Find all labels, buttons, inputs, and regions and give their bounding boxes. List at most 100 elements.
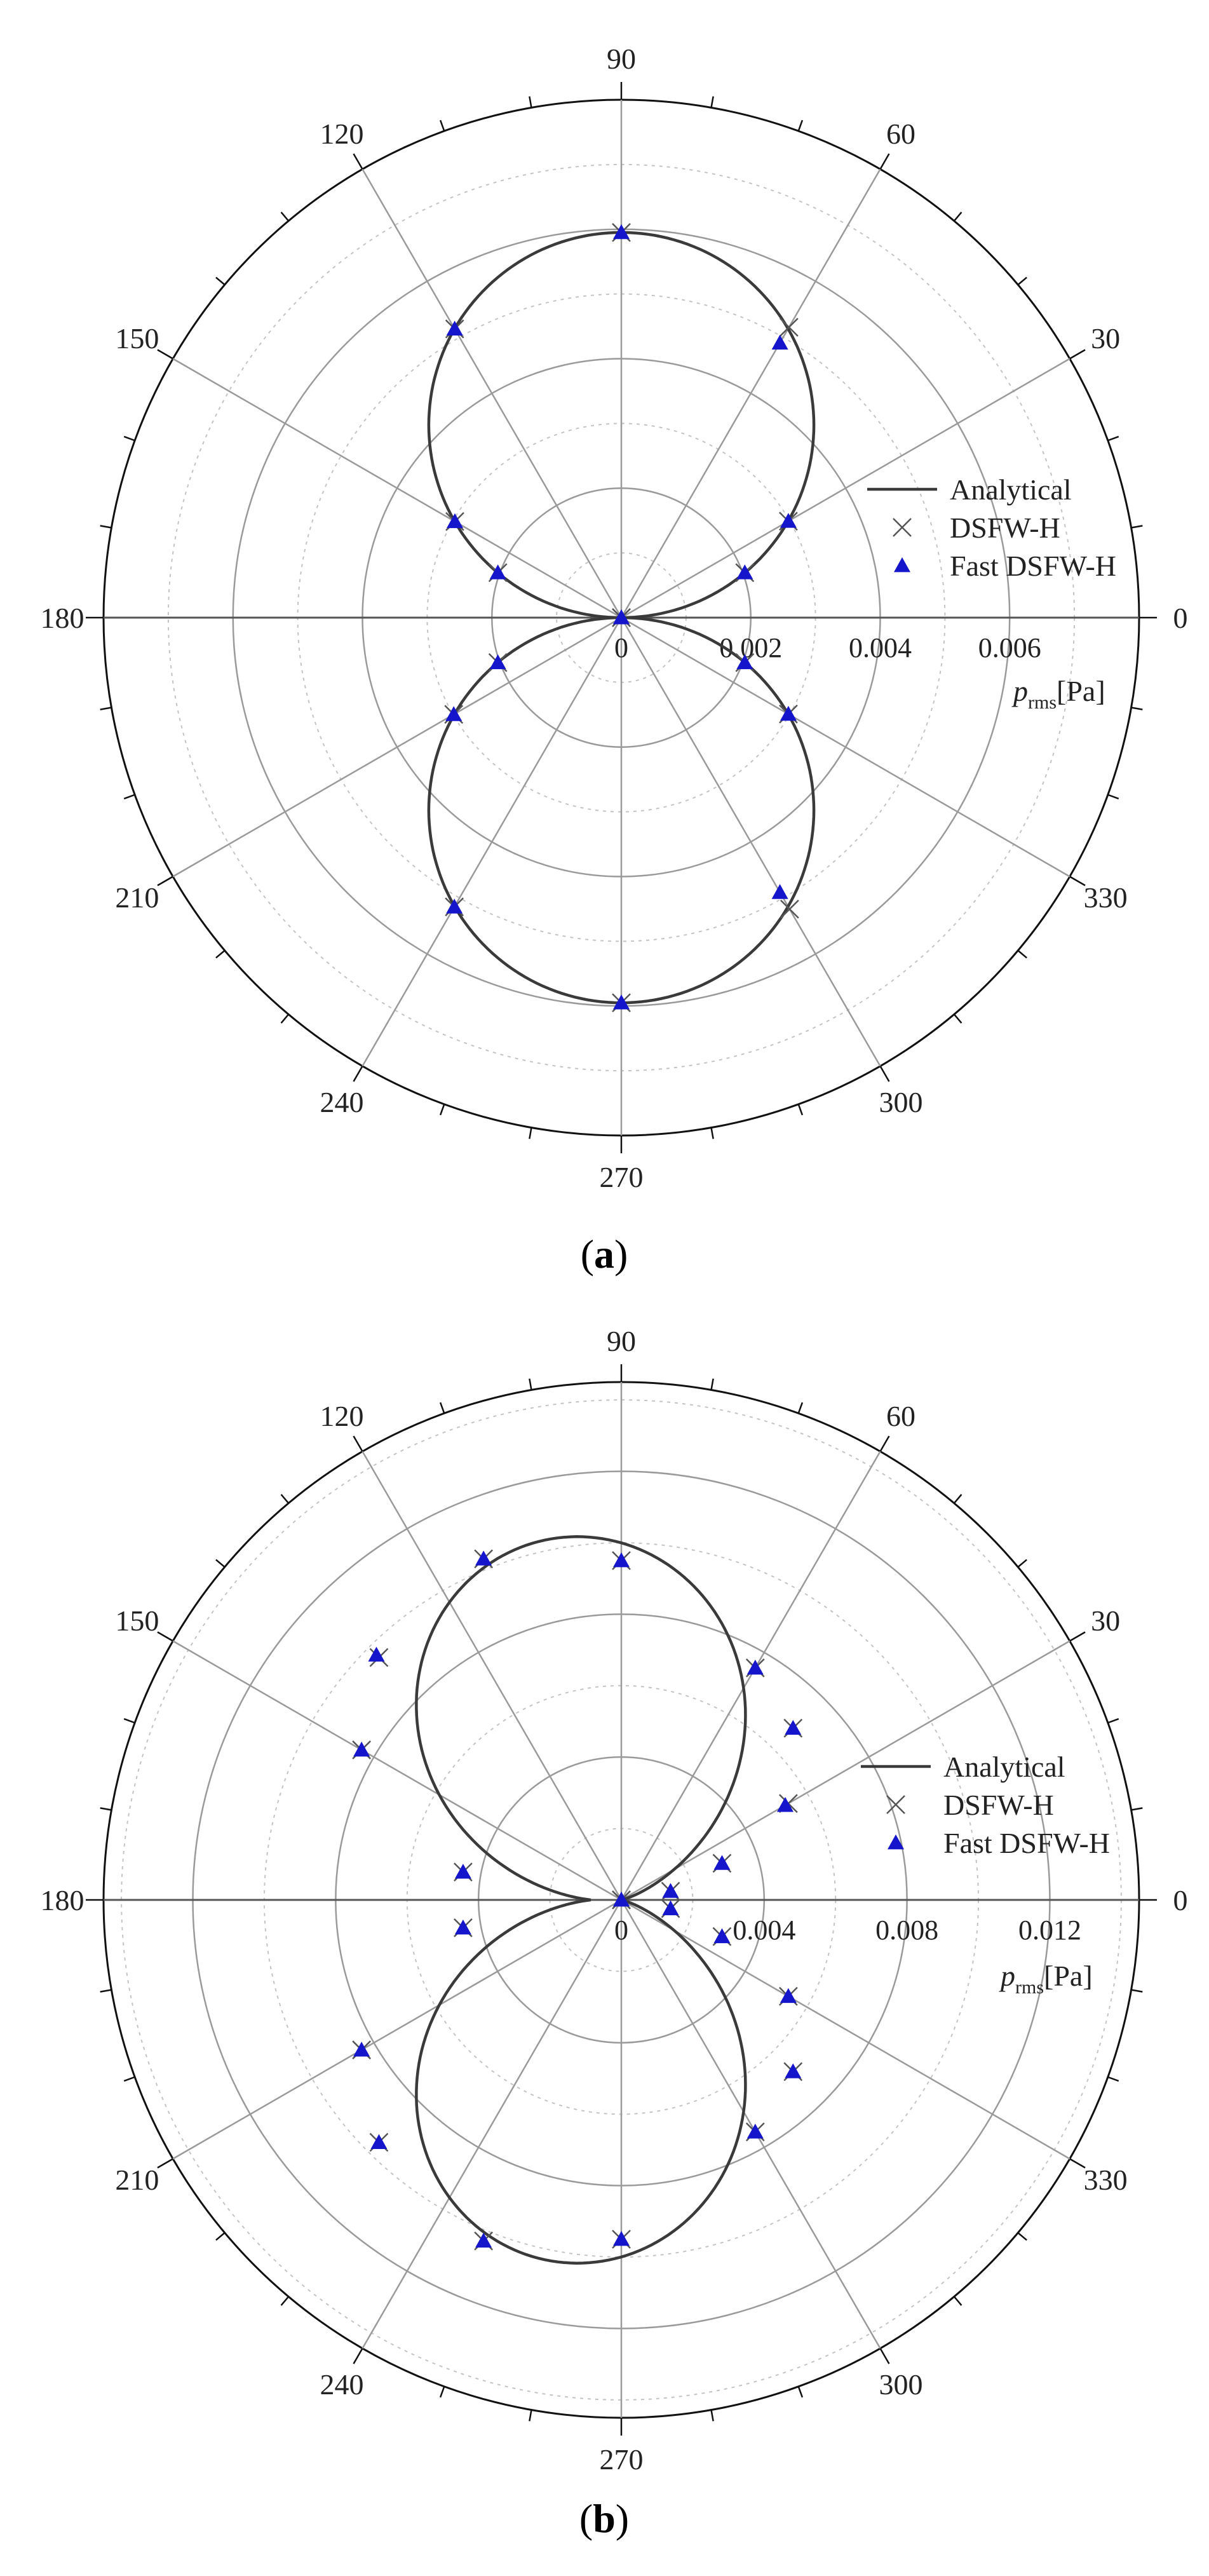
panel-label-close: ): [614, 1231, 628, 1277]
spoke-60: [620, 1451, 881, 1901]
point-fast-dsfwh: [613, 609, 630, 625]
point-fast-dsfwh: [445, 706, 463, 721]
spoke-240: [361, 617, 623, 1067]
angle-tick: [439, 2386, 445, 2398]
angle-label-60: 60: [886, 1400, 915, 1432]
angle-label-180: 180: [41, 602, 84, 634]
angle-tick: [1069, 2158, 1086, 2169]
spoke-210: [172, 616, 622, 878]
angle-tick: [1017, 2232, 1027, 2241]
angle-tick: [215, 276, 226, 286]
angle-label-180: 180: [41, 1884, 84, 1916]
angle-tick: [439, 1402, 445, 1414]
point-fast-dsfwh: [713, 1928, 731, 1944]
angle-tick: [797, 119, 804, 132]
legend-entry: Analytical: [943, 1751, 1065, 1783]
angle-tick: [280, 1013, 290, 1024]
angle-tick: [1131, 1989, 1143, 1993]
polar-chart-a: 0 30 60 90 120 150 180 210 240 270 300 330 0 0.002 0.0…: [41, 43, 1188, 1277]
point-dsfwh: [779, 318, 799, 337]
point-fast-dsfwh: [736, 564, 753, 580]
angle-tick: [710, 1378, 714, 1390]
radial-tick-label: 0.004: [733, 1915, 795, 1946]
angle-tick: [215, 949, 226, 959]
angle-tick: [100, 525, 112, 529]
angle-tick: [529, 96, 532, 108]
angle-tick: [215, 2232, 226, 2241]
angle-label-60: 60: [886, 118, 915, 150]
angle-tick: [215, 1559, 226, 1568]
legend-entry: Analytical: [950, 473, 1072, 506]
angle-tick: [953, 1494, 962, 1504]
spoke-30: [621, 1640, 1071, 1901]
angle-label-0: 0: [1173, 602, 1188, 634]
angle-tick: [123, 794, 135, 800]
panel-label-open: (: [581, 1231, 594, 1277]
angle-tick: [797, 2386, 804, 2398]
angle-tick: [1069, 1631, 1086, 1642]
angle-label-330: 330: [1084, 2164, 1128, 2196]
point-fast-dsfwh: [489, 654, 506, 670]
angle-label-0: 0: [1173, 1884, 1188, 1916]
point-fast-dsfwh: [736, 654, 753, 670]
legend: Analytical DSFW-H Fast DSFW-H: [861, 1751, 1110, 1859]
spoke-120: [361, 1451, 623, 1901]
angle-tick: [1017, 949, 1027, 959]
angle-tick: [529, 1378, 532, 1390]
angle-tick: [1131, 1807, 1143, 1811]
point-fast-dsfwh: [489, 564, 506, 580]
point-fast-dsfwh: [785, 2063, 802, 2078]
panel-label-letter: a: [594, 1231, 614, 1277]
angle-tick: [157, 349, 173, 360]
legend: Analytical DSFW-H Fast DSFW-H: [867, 473, 1116, 582]
angle-tick: [123, 1718, 135, 1724]
radial-tick-label: 0: [614, 1915, 628, 1946]
point-fast-dsfwh: [613, 2230, 630, 2246]
legend-marker-fast-dsfwh: [888, 1834, 904, 1850]
point-fast-dsfwh: [613, 994, 630, 1010]
angle-label-270: 270: [600, 1161, 644, 1193]
radial-tick-label: 0.008: [875, 1915, 938, 1946]
point-fast-dsfwh: [475, 2232, 492, 2248]
angle-tick: [879, 1435, 890, 1452]
angle-tick: [280, 2296, 290, 2306]
angle-tick: [123, 2076, 135, 2082]
point-fast-dsfwh: [780, 705, 797, 721]
point-fast-dsfwh: [746, 1659, 764, 1675]
radial-tick-label: 0.006: [978, 632, 1041, 663]
radial-tick-label: 0: [614, 632, 628, 663]
point-dsfwh: [780, 899, 799, 919]
panel-label-close: ): [616, 2496, 629, 2541]
angle-tick: [710, 2410, 714, 2422]
legend-entry: Fast DSFW-H: [943, 1827, 1110, 1859]
angle-label-150: 150: [115, 1604, 159, 1637]
point-fast-dsfwh: [446, 898, 463, 914]
spoke-150: [172, 1640, 622, 1901]
point-fast-dsfwh: [746, 2124, 764, 2139]
point-fast-dsfwh: [368, 1646, 385, 1662]
angle-tick: [879, 1066, 890, 1082]
spoke-300: [620, 617, 881, 1067]
point-fast-dsfwh: [771, 884, 788, 899]
angle-tick: [879, 153, 890, 170]
angle-tick: [100, 707, 112, 710]
legend-entry: DSFW-H: [950, 512, 1060, 544]
angle-label-270: 270: [600, 2443, 644, 2476]
angle-tick: [1107, 2076, 1119, 2082]
axis-title-sub: rms: [1028, 692, 1057, 713]
point-fast-dsfwh: [454, 1864, 471, 1879]
angle-tick: [879, 2348, 890, 2364]
spoke-240: [361, 1899, 623, 2349]
axis-title-main: p: [1011, 675, 1028, 707]
angle-label-240: 240: [320, 1086, 364, 1118]
axis-title-main: p: [999, 1960, 1015, 1992]
angle-label-150: 150: [115, 322, 159, 355]
legend-marker-dsfwh: [886, 1795, 905, 1814]
angle-label-90: 90: [607, 43, 636, 75]
angle-label-90: 90: [607, 1325, 636, 1357]
angle-tick: [1017, 1559, 1027, 1568]
angle-tick: [157, 876, 173, 886]
angle-tick: [953, 212, 962, 222]
angle-label-30: 30: [1091, 322, 1120, 355]
